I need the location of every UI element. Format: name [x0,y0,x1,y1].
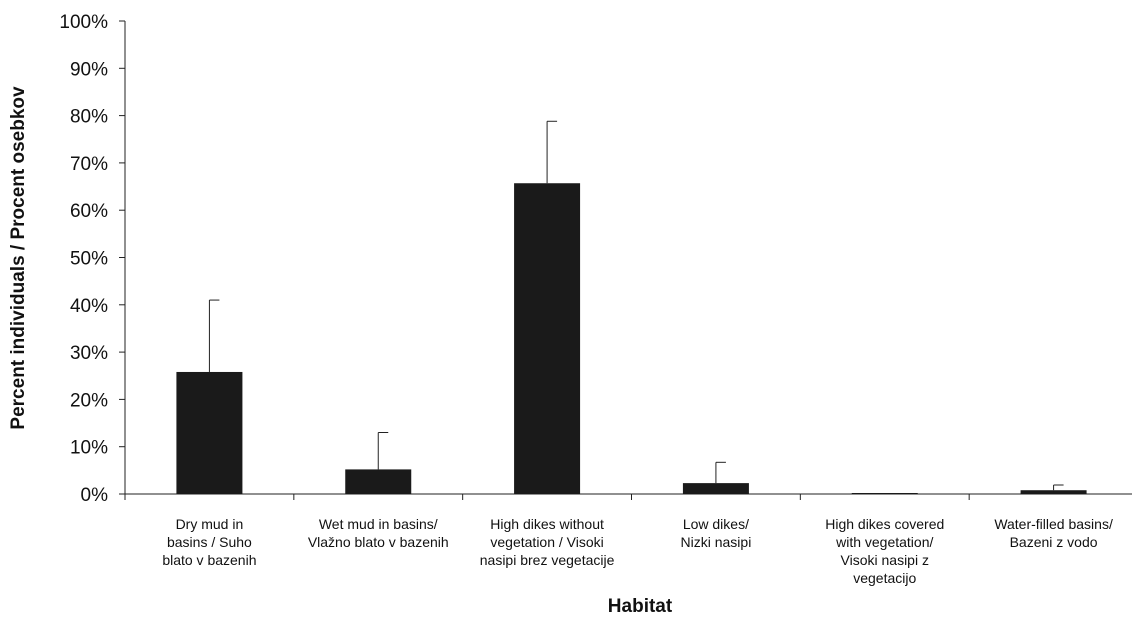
category-label: Water-filled basins/Bazeni z vodo [994,516,1113,550]
bar [1020,490,1087,494]
bar [851,493,918,494]
category-label: Wet mud in basins/Vlažno blato v bazenih [308,516,449,550]
bar [345,469,412,494]
y-axis: 0% 10% 20% 30% 40% 50% 60% 70% 80% 90% 100% [59,12,126,506]
y-tick-label: 90% [70,59,108,80]
y-tick-label: 30% [70,343,108,364]
y-tick-label: 70% [70,154,108,175]
y-tick-label: 50% [70,249,108,270]
error-bars [208,120,1064,491]
x-axis [124,493,1132,500]
bar [682,483,749,494]
y-tick-label: 60% [70,201,108,222]
bars [176,183,1087,494]
category-label: High dikes covered with vegetation/Visoki… [825,516,944,586]
category-labels: Dry mud in basins / Suho blato v bazenih We… [162,516,1113,586]
y-tick-label: 100% [59,12,108,33]
y-tick-label: 0% [81,485,109,506]
category-label: Low dikes/Nizki nasipi [681,516,752,550]
y-tick-label: 40% [70,296,108,317]
y-tick-label: 80% [70,107,108,128]
y-tick-label: 20% [70,390,108,411]
y-axis-title: Percent individuals / Procent osebkov [8,86,29,430]
y-tick-label: 10% [70,438,108,459]
x-axis-title: Habitat [608,596,673,617]
category-label: Dry mud in basins / Suho blato v bazenih [162,516,256,568]
bar [514,183,581,494]
bar [176,371,243,494]
category-label: High dikes without vegetation / Visoki nas… [480,516,615,568]
